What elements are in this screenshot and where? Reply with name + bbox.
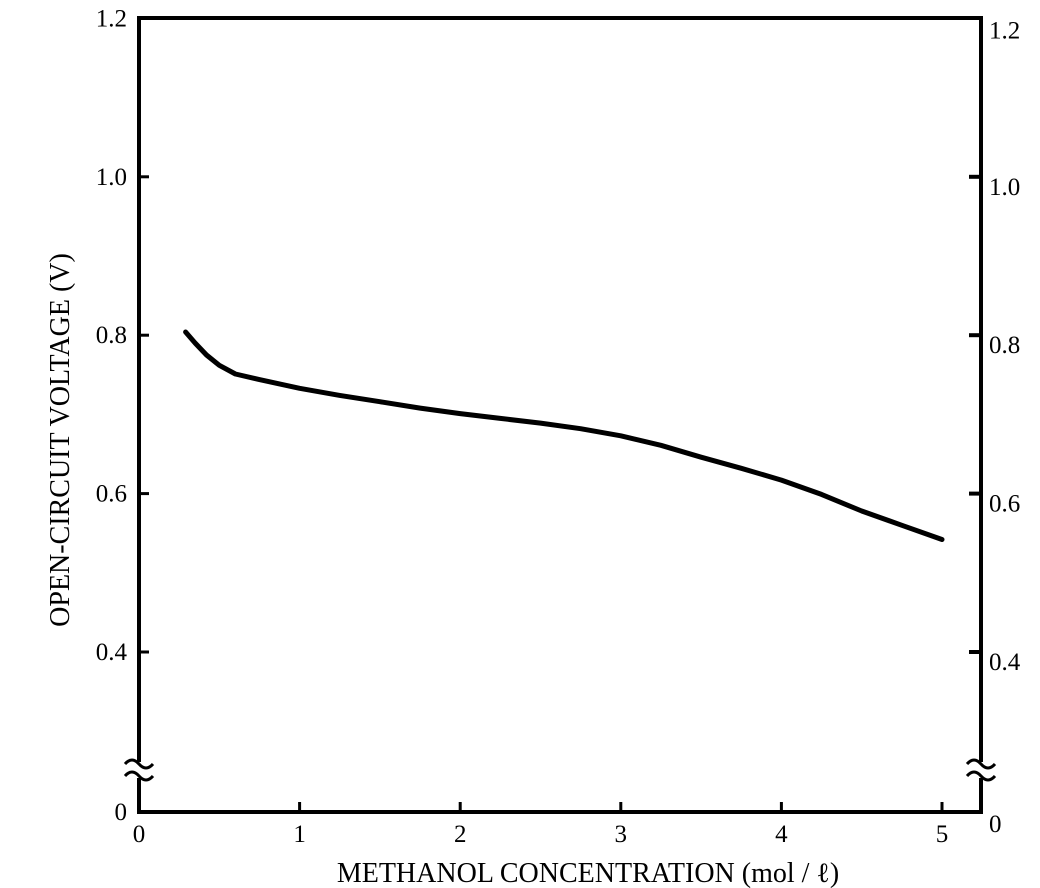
y-left-tick-label-4: 1.0 [96,164,127,191]
series-layer [183,329,945,542]
y-left-tick-label-2: 0.6 [96,481,127,508]
x-tick-label-1: 1 [293,821,306,848]
y-right-tick-label-5: 1.2 [989,17,1020,44]
y-left-tick-label-0: 0 [115,799,128,826]
x-tick-label-4: 4 [775,821,788,848]
y-left-tick-label-3: 0.8 [96,322,127,349]
x-tick-label-5: 5 [936,821,949,848]
left-axis-break-top [123,758,155,770]
y-right-tick-label-4: 1.0 [989,174,1020,201]
y-left-tick-label-1: 0.4 [96,639,128,666]
x-tick-label-0: 0 [133,821,146,848]
x-tick-label-3: 3 [615,821,628,848]
right-axis-break-top [965,758,997,770]
left-axis-break-bottom [123,770,155,782]
right-axis-break-bottom [965,770,997,782]
axes [123,16,997,814]
y-right-tick-label-3: 0.8 [989,332,1020,359]
series-line-0 [183,329,945,542]
ticks [137,174,981,812]
tick-labels: 0 1 2 3 4 5 0 0.4 0.6 0.8 1.0 1.2 0 0.4 0.6 0.8 1.0 1.2 [96,5,1021,848]
y-right-tick-label-2: 0.6 [989,491,1020,518]
y-right-tick-label-1: 0.4 [989,649,1021,676]
y-axis-title: OPEN-CIRCUIT VOLTAGE (V) [45,253,76,627]
x-axis-title: METHANOL CONCENTRATION (mol / ℓ) [337,858,839,888]
y-left-tick-label-5: 1.2 [96,5,127,32]
y-right-tick-label-0: 0 [989,811,1002,838]
x-tick-label-2: 2 [454,821,467,848]
